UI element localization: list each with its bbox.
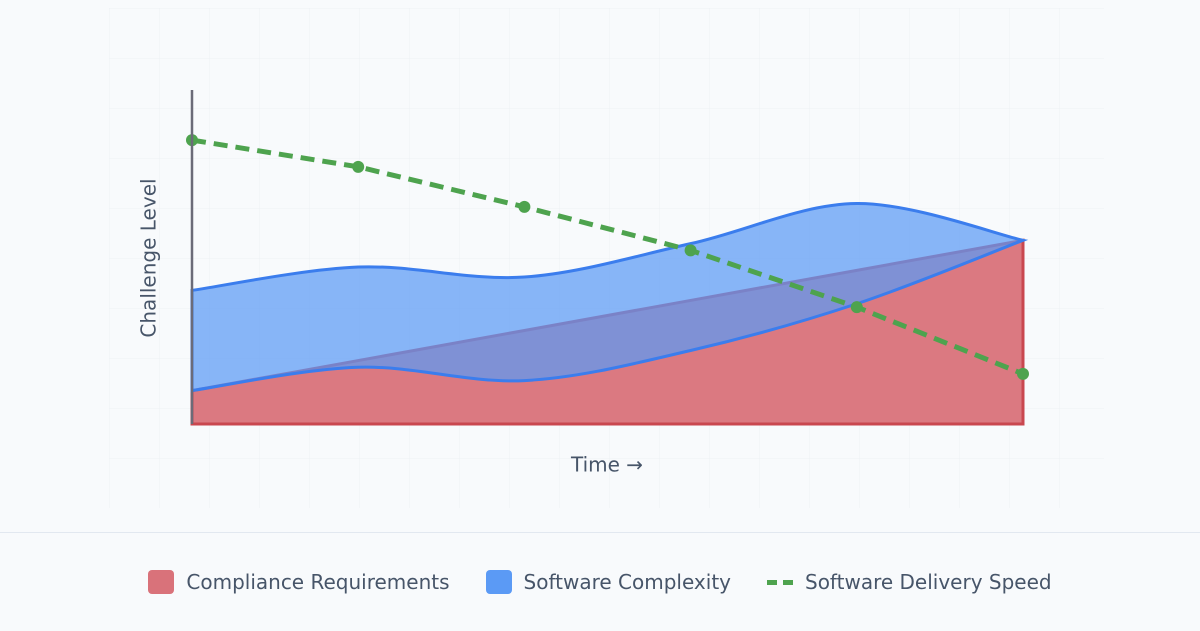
legend-label: Software Complexity — [523, 570, 731, 594]
point — [518, 200, 531, 213]
legend-swatch — [485, 570, 512, 594]
point — [352, 160, 365, 173]
chart: Challenge Level Time → — [109, 8, 1104, 508]
x-axis-title: Time → — [570, 453, 643, 477]
line — [191, 137, 1024, 377]
legend-swatch — [148, 570, 175, 594]
legend-item[interactable]: Software Complexity — [485, 570, 731, 594]
legend-swatch — [767, 579, 793, 585]
legend-item[interactable]: Software Delivery Speed — [767, 570, 1052, 594]
legend-label: Compliance Requirements — [186, 570, 450, 594]
point — [684, 244, 697, 257]
range-area — [190, 202, 1029, 393]
point — [1017, 367, 1029, 380]
point — [850, 301, 863, 314]
legend-label: Software Delivery Speed — [805, 570, 1052, 594]
legend-item[interactable]: Compliance Requirements — [148, 570, 450, 594]
legend: Compliance Requirements Software Complexi… — [0, 532, 1200, 631]
y-axis-title: Challenge Level — [137, 178, 161, 337]
